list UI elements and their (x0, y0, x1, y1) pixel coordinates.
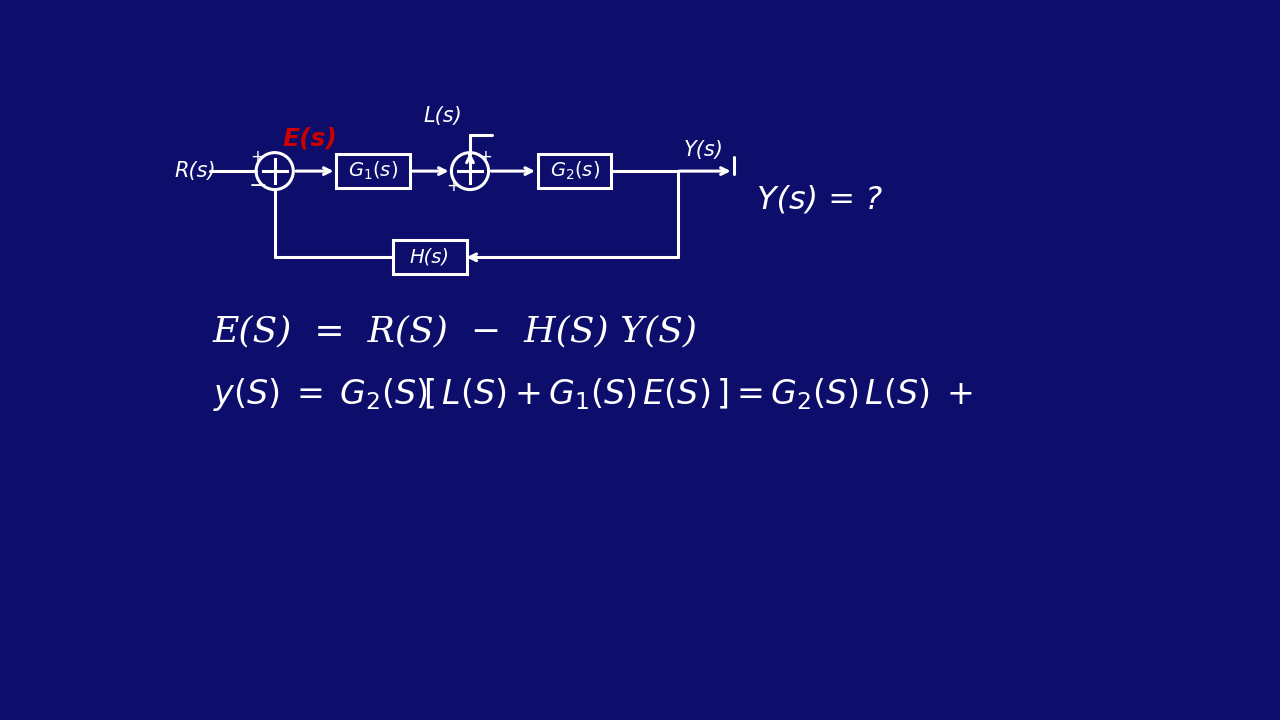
Bar (337, 154, 410, 188)
Text: +: + (479, 148, 493, 166)
Text: Y(s): Y(s) (684, 140, 723, 160)
Text: R(s): R(s) (174, 161, 215, 181)
Text: $y(S)\;=\;G_2(S)\!\left[\,L(S)+G_1(S)\,E(S)\,\right]=G_2(S)\,L(S)\;+$: $y(S)\;=\;G_2(S)\!\left[\,L(S)+G_1(S)\,E… (212, 376, 973, 413)
Text: −: − (250, 176, 268, 196)
Text: $G_1(s)$: $G_1(s)$ (348, 160, 398, 182)
Text: +: + (250, 148, 264, 166)
Text: $G_2(s)$: $G_2(s)$ (549, 160, 599, 182)
Text: +: + (445, 176, 460, 194)
Bar (393, 240, 466, 274)
Text: H(s): H(s) (410, 248, 449, 267)
Bar (538, 154, 612, 188)
Text: E(S)  =  R(S)  −  H(S) Y(S): E(S) = R(S) − H(S) Y(S) (212, 314, 698, 348)
Text: Y(s) = ?: Y(s) = ? (756, 185, 882, 216)
Text: L(s): L(s) (424, 106, 462, 126)
Text: E(s): E(s) (283, 127, 337, 150)
